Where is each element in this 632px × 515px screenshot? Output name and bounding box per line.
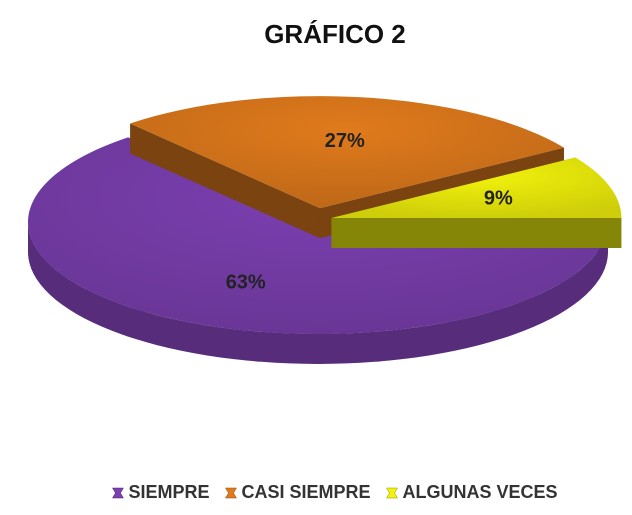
data-label: 63%	[226, 271, 266, 293]
slice	[331, 157, 622, 219]
legend-marker	[386, 487, 398, 499]
slice-wall	[331, 218, 622, 249]
data-label: 27%	[325, 130, 365, 152]
data-label: 9%	[484, 187, 513, 209]
legend-marker	[225, 487, 237, 499]
legend-label: CASI SIEMPRE	[241, 482, 370, 502]
legend-label: SIEMPRE	[128, 482, 209, 502]
legend: SIEMPRE CASI SIEMPRE ALGUNAS VECES	[112, 482, 558, 502]
slice-side	[28, 222, 608, 364]
legend-label: ALGUNAS VECES	[403, 482, 558, 502]
legend-marker	[112, 487, 124, 499]
slice-wall	[130, 123, 320, 239]
chart-title: GRÁFICO 2	[264, 19, 406, 49]
slice	[130, 96, 564, 209]
